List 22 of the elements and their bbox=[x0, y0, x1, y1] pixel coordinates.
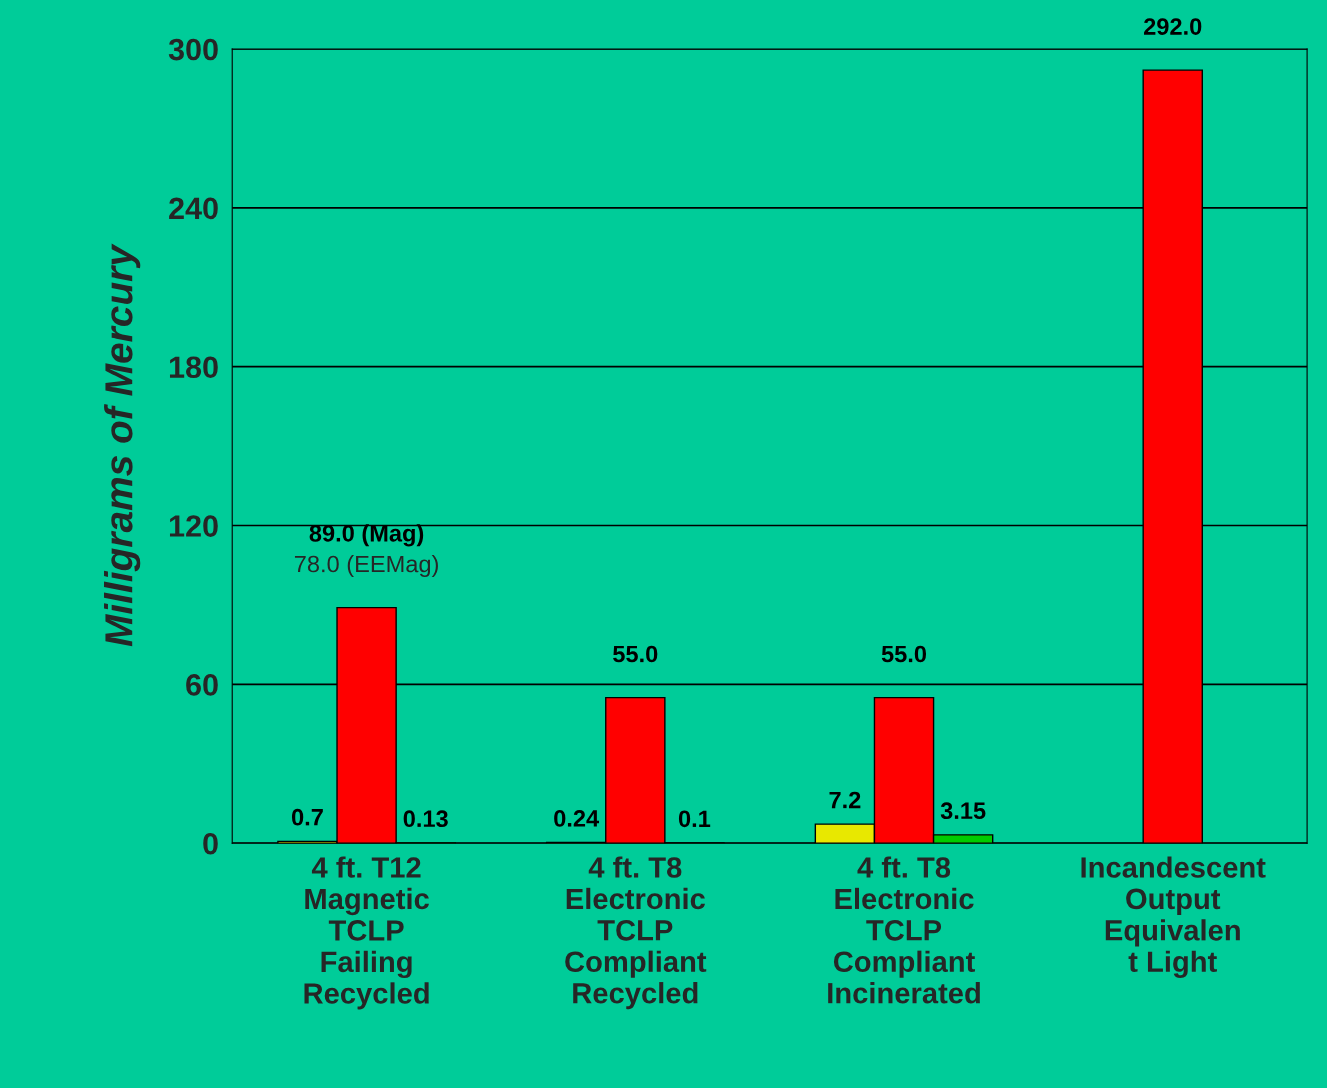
data-label: 3.15 bbox=[940, 802, 986, 820]
data-label: 0.24 bbox=[554, 810, 600, 827]
y-tick-label: 60 bbox=[186, 674, 218, 696]
data-label: 0.1 bbox=[678, 810, 711, 828]
y-tick-label: 0 bbox=[203, 832, 218, 855]
data-label: 292.0 bbox=[1144, 18, 1202, 35]
y-tick-label: 240 bbox=[169, 197, 218, 220]
data-label: 89.0 (Mag) bbox=[309, 524, 424, 547]
data-label: 0.7 bbox=[291, 808, 323, 826]
y-tick-label: 300 bbox=[168, 38, 218, 61]
data-label: 0.13 bbox=[403, 810, 448, 828]
data-label: 55.0 bbox=[613, 645, 658, 663]
y-tick-label: 180 bbox=[169, 356, 218, 379]
x-tick-label: 4 ft. T8 Electronic TCLP Compliant Recycled bbox=[565, 856, 707, 1010]
annotation: 78.0 (EEMag) bbox=[294, 555, 438, 578]
y-tick-label: 120 bbox=[169, 515, 218, 537]
x-tick-label: 4 ft. T8 Electronic TCLP Compliant Incinerated bbox=[828, 856, 980, 1004]
y-axis-title: Milligrams of Mercury bbox=[104, 243, 141, 647]
data-label: 55.0 bbox=[881, 645, 927, 663]
x-tick-label: 4 ft. T12 Magnetic TCLP Failing Recycled bbox=[304, 856, 429, 1010]
data-label: 7.2 bbox=[829, 791, 861, 809]
x-tick-label: Incandescent Output Equivalen t Light bbox=[1081, 856, 1266, 978]
